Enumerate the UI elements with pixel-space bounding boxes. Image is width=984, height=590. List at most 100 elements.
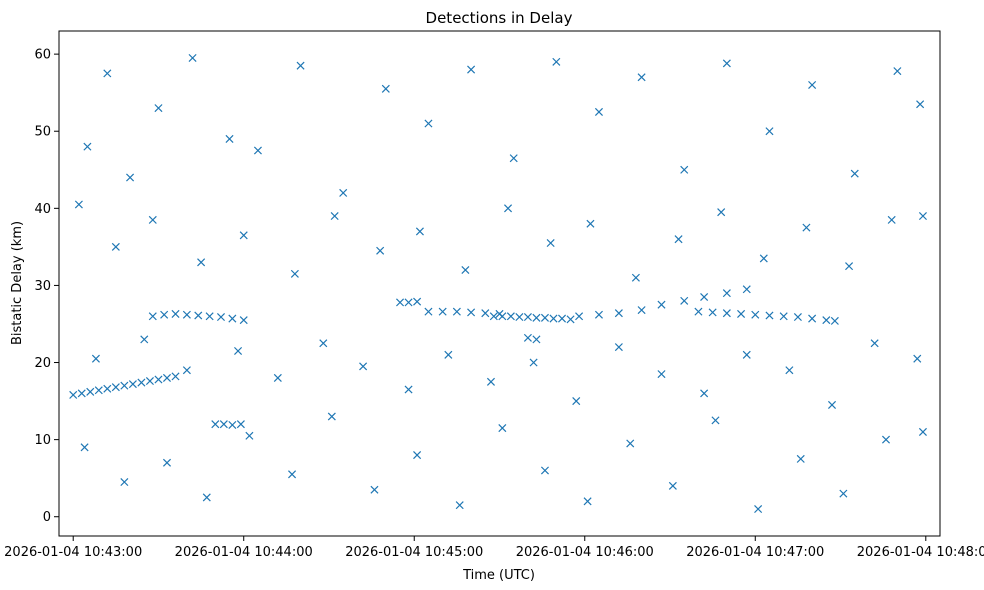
data-point	[498, 424, 507, 433]
x-tick-label: 2026-01-04 10:47:00	[686, 545, 824, 560]
data-point	[802, 223, 811, 232]
data-point	[626, 439, 635, 448]
data-point	[839, 489, 848, 498]
x-tick-label: 2026-01-04 10:43:00	[4, 545, 142, 560]
data-point	[793, 313, 802, 322]
y-tick-label: 30	[34, 279, 51, 294]
data-point	[467, 65, 476, 74]
data-point	[913, 354, 922, 363]
x-tick-label: 2026-01-04 10:45:00	[345, 545, 483, 560]
data-point	[751, 310, 760, 319]
data-point	[74, 200, 83, 209]
data-point	[413, 297, 422, 306]
y-tick-label: 50	[34, 125, 51, 140]
data-point	[572, 397, 581, 406]
data-point	[523, 313, 532, 322]
data-point	[850, 169, 859, 178]
data-point	[452, 307, 461, 316]
data-point	[154, 375, 163, 384]
data-point	[808, 80, 817, 89]
data-point	[586, 219, 595, 228]
data-point	[396, 298, 405, 307]
data-point	[330, 212, 339, 221]
data-point	[137, 378, 146, 387]
data-point	[205, 312, 214, 321]
data-point	[415, 227, 424, 236]
data-point	[674, 235, 683, 244]
data-point	[540, 466, 549, 475]
chart-title: Detections in Delay	[426, 9, 573, 27]
data-point	[171, 372, 180, 381]
data-point	[80, 443, 89, 452]
plot-frame	[58, 30, 941, 537]
data-point	[197, 258, 206, 267]
data-point	[523, 333, 532, 342]
data-point	[796, 454, 805, 463]
data-point	[111, 383, 120, 392]
data-point	[290, 269, 299, 278]
data-point	[253, 146, 262, 155]
data-point	[140, 335, 149, 344]
data-point	[552, 57, 561, 66]
data-point	[162, 458, 172, 467]
data-point	[637, 73, 646, 82]
data-point	[506, 312, 515, 321]
x-tick-label: 2026-01-04 10:46:00	[516, 545, 654, 560]
data-point	[182, 366, 191, 375]
y-tick-label: 40	[34, 202, 51, 217]
data-point	[657, 300, 666, 309]
x-axis-label: Time (UTC)	[462, 568, 535, 583]
data-point	[86, 387, 95, 396]
data-point	[120, 381, 129, 390]
data-point	[211, 420, 220, 429]
data-point	[765, 127, 774, 136]
data-point	[637, 306, 646, 315]
data-point	[461, 265, 470, 275]
data-point	[549, 314, 558, 323]
data-point	[668, 481, 677, 490]
data-point	[77, 389, 86, 398]
data-point	[498, 312, 507, 321]
data-point	[742, 350, 751, 359]
data-point	[566, 315, 575, 324]
data-point	[779, 312, 788, 321]
data-point	[438, 307, 447, 316]
data-point	[444, 350, 453, 359]
data-point	[481, 309, 490, 318]
data-point	[404, 385, 413, 394]
data-point	[239, 231, 248, 240]
data-point	[188, 53, 197, 63]
data-point	[94, 386, 103, 395]
data-point	[827, 400, 837, 409]
data-point	[219, 420, 228, 429]
data-point	[737, 309, 746, 318]
data-point	[557, 314, 567, 323]
data-point	[319, 339, 328, 348]
data-point	[194, 311, 203, 320]
data-point	[182, 310, 191, 319]
data-point	[148, 215, 157, 224]
data-point	[370, 485, 379, 494]
data-point	[614, 343, 623, 352]
data-points	[69, 53, 927, 514]
data-point	[424, 307, 433, 316]
data-point	[765, 311, 774, 320]
data-point	[103, 69, 112, 78]
data-point	[273, 373, 282, 382]
data-point	[546, 238, 555, 248]
data-point	[594, 310, 603, 319]
data-point	[509, 154, 518, 163]
y-axis: 0 10 20 30 40 50 60	[34, 48, 59, 525]
data-point	[489, 312, 498, 321]
data-point	[413, 451, 422, 460]
data-point	[486, 377, 495, 386]
data-point	[404, 298, 413, 307]
data-point	[532, 313, 541, 322]
data-point	[327, 412, 336, 421]
data-point	[245, 431, 254, 440]
y-tick-label: 20	[34, 356, 51, 371]
data-point	[236, 420, 245, 429]
data-point	[916, 100, 925, 109]
data-point	[69, 390, 78, 399]
